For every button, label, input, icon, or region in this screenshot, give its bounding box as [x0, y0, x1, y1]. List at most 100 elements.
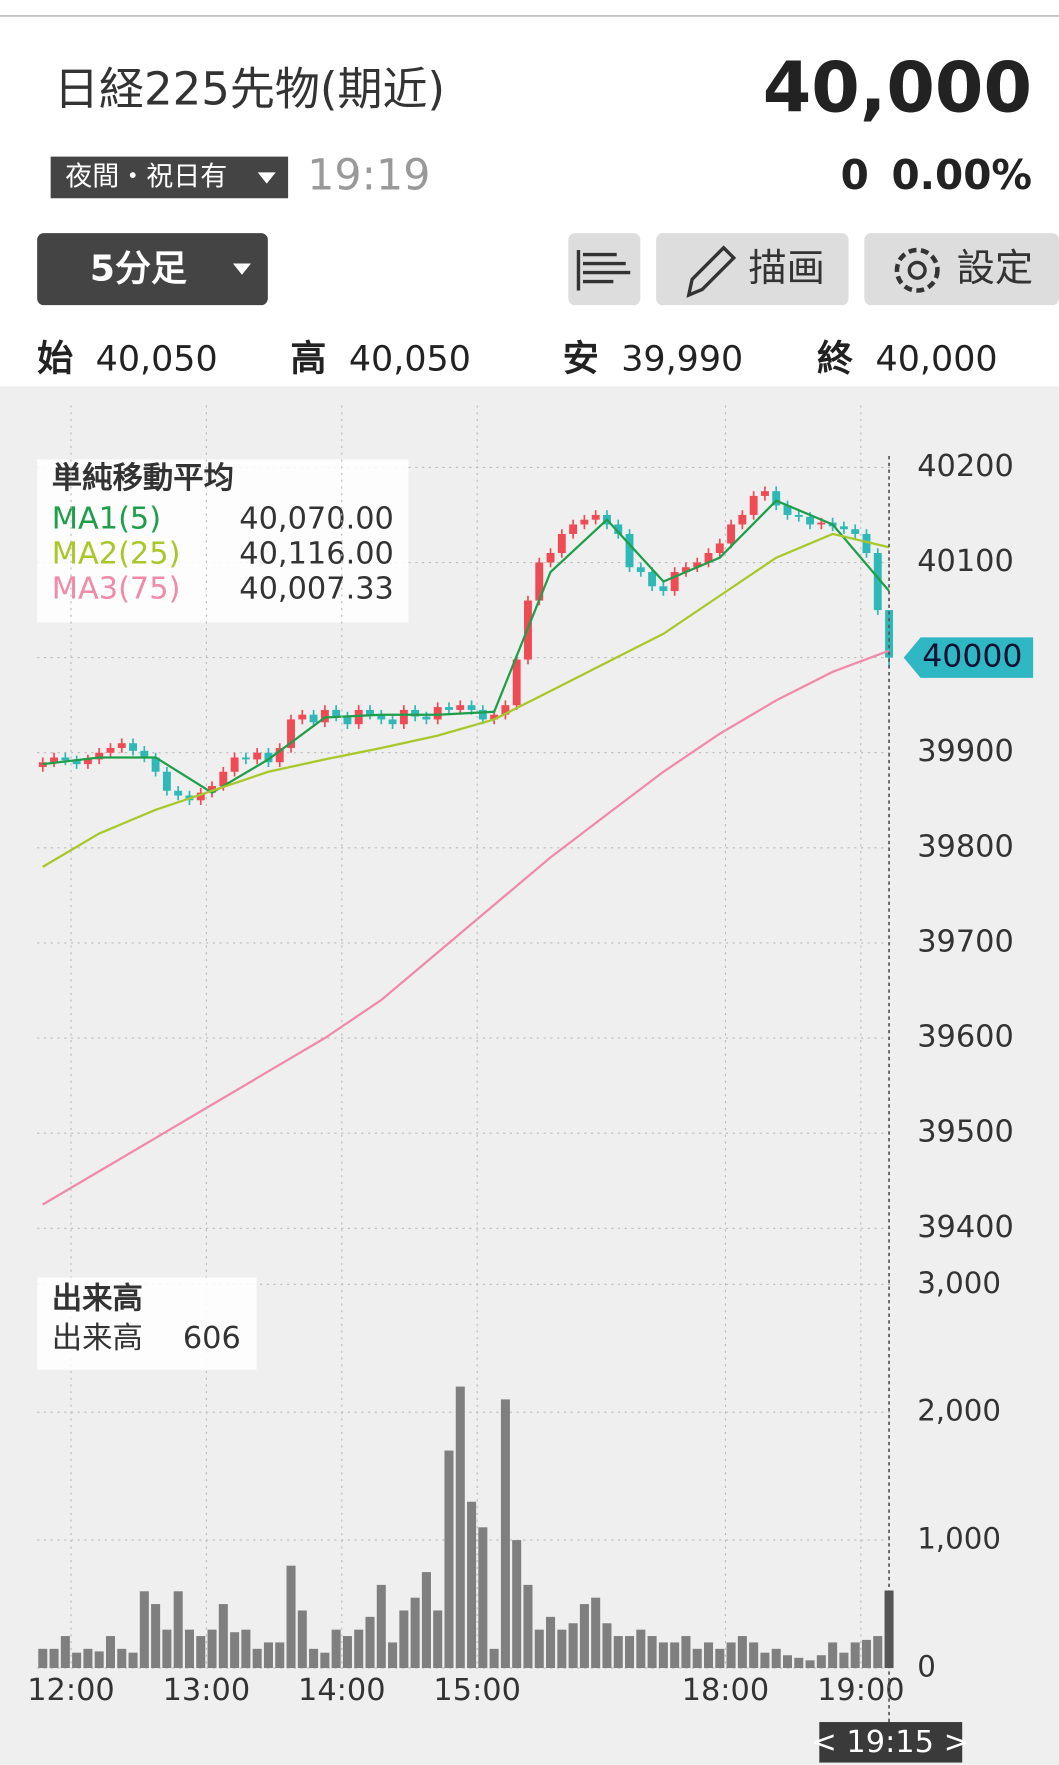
y-tick-label: 0 — [917, 1650, 936, 1684]
interval-button[interactable] — [37, 233, 268, 306]
x-tick-label: 14:00 — [298, 1673, 386, 1708]
volume-bar — [737, 1636, 747, 1669]
candle-body — [196, 792, 205, 801]
candle-body — [715, 543, 724, 553]
y-tick-label: 1,000 — [917, 1522, 1001, 1556]
interval-label: 5分足 — [90, 248, 187, 289]
volume-bar — [805, 1660, 815, 1669]
candle-body — [478, 709, 487, 720]
volume-bar — [850, 1642, 860, 1669]
volume-bar — [602, 1623, 612, 1669]
volume-bar — [433, 1610, 443, 1669]
candle-body — [580, 519, 589, 525]
candle-body — [467, 705, 476, 710]
dropdown-arrow — [257, 172, 276, 184]
change-pct: 0.00% — [891, 151, 1032, 199]
x-tick-label: 18:00 — [682, 1673, 770, 1708]
draw-label: 描画 — [748, 246, 825, 291]
volume-bar — [128, 1652, 138, 1669]
y-tick-label: 39600 — [917, 1020, 1014, 1055]
volume-bar — [546, 1616, 556, 1669]
indicator-button[interactable] — [568, 233, 641, 306]
candle-body — [264, 752, 273, 763]
volume-bar — [94, 1651, 104, 1669]
candle-body — [298, 714, 307, 720]
candle-body — [320, 709, 329, 723]
volume-bar — [410, 1597, 420, 1669]
candle-body — [117, 743, 126, 748]
volume-bar — [816, 1655, 826, 1669]
indicator-icon — [576, 250, 631, 291]
candle-body — [681, 567, 690, 573]
y-tick-label: 40200 — [917, 449, 1014, 484]
volume-bar — [342, 1636, 352, 1669]
volume-bar — [692, 1648, 702, 1669]
volume-bar — [207, 1629, 217, 1669]
volume-bar — [354, 1629, 364, 1669]
candle-body — [862, 533, 871, 553]
candle-body — [738, 514, 747, 525]
candle-body — [873, 552, 882, 611]
legend-value: 40,116.00 — [239, 537, 394, 572]
candle-body — [151, 757, 160, 772]
candle-body — [275, 747, 284, 763]
ohlc-value: 40,050 — [349, 339, 471, 379]
volume-bar — [444, 1450, 454, 1669]
volume-bar — [771, 1648, 781, 1669]
volume-bar — [72, 1652, 82, 1669]
candle-body — [433, 707, 442, 720]
candle-body — [546, 552, 555, 563]
dropdown-arrow — [232, 263, 251, 275]
volume-bar — [162, 1629, 172, 1669]
volume-bar — [794, 1657, 804, 1669]
volume-bar — [309, 1648, 319, 1669]
x-tick-label: 13:00 — [163, 1673, 251, 1708]
volume-bar — [60, 1636, 70, 1669]
x-tick-label: 19:00 — [817, 1673, 905, 1708]
pencil-icon — [686, 245, 737, 298]
volume-bar — [49, 1648, 59, 1669]
candle-body — [377, 714, 386, 720]
volume-bar — [376, 1584, 386, 1669]
volume-bar — [625, 1636, 635, 1669]
volume-bar — [218, 1604, 228, 1669]
candle-body — [241, 757, 250, 760]
candle-body — [704, 552, 713, 563]
candle-body — [636, 567, 645, 573]
x-tick-label: 12:00 — [27, 1673, 115, 1708]
volume-bar — [38, 1648, 48, 1669]
session-label: 夜間・祝日有 — [65, 162, 227, 193]
volume-bar — [512, 1540, 522, 1669]
candle-body — [50, 757, 59, 763]
volume-bar — [173, 1591, 183, 1669]
y-tick-label: 39500 — [917, 1115, 1014, 1150]
gear-icon — [894, 247, 940, 293]
ohlc-value: 39,990 — [621, 339, 743, 379]
candle-body — [129, 743, 137, 751]
volume-bar — [151, 1604, 161, 1669]
candle-body — [208, 786, 216, 793]
last-price: 40,000 — [763, 48, 1032, 129]
candle-body — [625, 533, 634, 568]
gear-icon — [907, 260, 927, 280]
volume-bar — [591, 1597, 601, 1669]
volume-bar — [681, 1636, 691, 1669]
volume-bar — [421, 1572, 431, 1669]
volume-bar — [275, 1642, 285, 1669]
volume-bar — [263, 1642, 273, 1669]
ohlc-label: 高 — [290, 338, 326, 379]
candle-body — [659, 586, 668, 592]
volume-bar — [320, 1652, 330, 1669]
volume-bar — [478, 1527, 488, 1669]
volume-bar — [534, 1629, 544, 1669]
candle-body — [760, 491, 769, 496]
ohlc-value: 40,000 — [876, 339, 998, 379]
legend-value: 40,070.00 — [239, 502, 394, 537]
volume-bar — [636, 1629, 646, 1669]
session-dropdown[interactable] — [50, 156, 289, 199]
volume-bar — [196, 1636, 206, 1669]
candle-body — [490, 714, 499, 720]
volume-bar — [647, 1636, 657, 1669]
ohlc-value: 40,050 — [96, 339, 218, 379]
